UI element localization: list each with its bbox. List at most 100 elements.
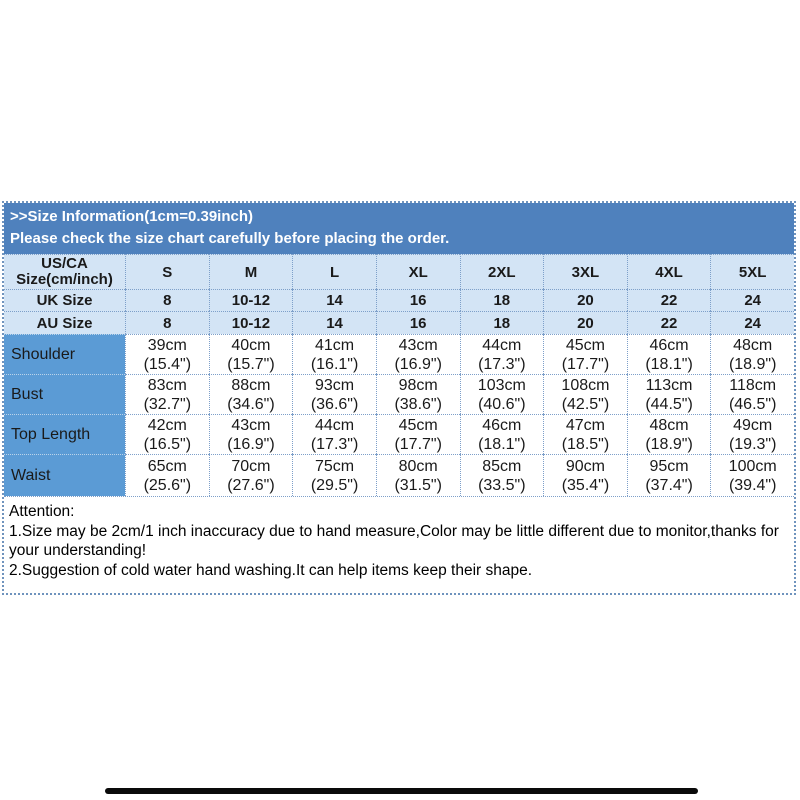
- top-length-value-s: 42cm (16.5"): [125, 414, 209, 454]
- top-length-value-4xl-text: (18.9"): [645, 435, 693, 453]
- bust-value-s-text: (32.7"): [143, 395, 192, 413]
- top-length-value-3xl: 47cm (18.5"): [543, 414, 627, 454]
- waist-value-4xl-text: 95cm: [649, 457, 689, 475]
- shoulder-value-4xl-text: 46cm: [649, 336, 689, 354]
- uk-size-value-m: 10-12: [208, 289, 293, 311]
- top-length-value-m-text: 43cm: [231, 416, 271, 434]
- shoulder-value-m-text: (15.7"): [227, 355, 275, 373]
- top-length-value-m: 43cm (16.9"): [208, 414, 293, 454]
- waist-value-s: 65cm (25.6"): [125, 454, 209, 496]
- attention-note-2: 2.Suggestion of cold water hand washing.…: [9, 561, 533, 579]
- au-size-value-5xl-text: 24: [744, 314, 762, 332]
- au-size-value-5xl: 24: [710, 311, 794, 334]
- au-size-value-l: 14: [292, 311, 376, 334]
- top-length-value-2xl-text: 46cm: [482, 416, 522, 434]
- bust-value-4xl-text: (44.5"): [645, 395, 693, 413]
- waist-value-3xl-text: 90cm: [565, 457, 605, 475]
- waist-value-l-text: (29.5"): [310, 476, 359, 494]
- uk-size-value-2xl-text: 18: [493, 292, 511, 309]
- bust-value-3xl-text: 108cm: [561, 376, 610, 394]
- bust-value-3xl-text: (42.5"): [561, 395, 610, 413]
- au-size-value-3xl-text: 20: [577, 314, 594, 332]
- size-info-title-bar: >>Size Information(1cm=0.39inch) Please …: [4, 203, 794, 254]
- waist-value-3xl-text: (35.4"): [561, 476, 610, 494]
- bust-value-2xl-text: 103cm: [477, 376, 526, 394]
- waist-value-4xl: 95cm (37.4"): [626, 454, 711, 496]
- shoulder-value-3xl-text: (17.7"): [561, 355, 610, 373]
- shoulder-value-s: 39cm (15.4"): [125, 334, 209, 374]
- shoulder-value-xl-text: (16.9"): [394, 355, 442, 373]
- au-size-value-m: 10-12: [208, 311, 293, 334]
- top-length-value-xl-text: 45cm: [398, 416, 438, 434]
- column-header-l: L: [292, 254, 376, 289]
- uk-size-value-5xl-text: 24: [744, 292, 762, 309]
- au-size-value-xl: 16: [375, 311, 460, 334]
- shoulder-value-3xl-text: 45cm: [565, 336, 605, 354]
- bust-value-s-text: 83cm: [147, 376, 187, 394]
- bust-value-3xl: 108cm (42.5"): [543, 374, 627, 414]
- column-header-xl: XL: [375, 254, 460, 289]
- shoulder-value-5xl-text: (18.9"): [728, 355, 777, 373]
- shoulder-value-xl: 43cm (16.9"): [375, 334, 460, 374]
- column-header-5xl: 5XL: [710, 254, 794, 289]
- waist-value-2xl: 85cm (33.5"): [459, 454, 544, 496]
- uk-size-value-3xl: 20: [543, 289, 627, 311]
- bust-value-l-text: 93cm: [315, 376, 355, 394]
- top-length-value-m-text: (16.9"): [227, 435, 275, 453]
- uk-size-value-5xl: 24: [710, 289, 794, 311]
- bust-value-xl-text: 98cm: [398, 376, 438, 394]
- shoulder-value-5xl-text: 48cm: [733, 336, 773, 354]
- uk-size-value-m-text: 10-12: [231, 292, 271, 309]
- bust-value-xl-text: (38.6"): [394, 395, 442, 413]
- uk-size-row-label-text: UK Size: [36, 292, 93, 309]
- waist-value-4xl-text: (37.4"): [645, 476, 693, 494]
- bust-value-4xl: 113cm (44.5"): [626, 374, 711, 414]
- au-size-value-m-text: 10-12: [231, 314, 271, 332]
- measurement-label-waist-text: Waist: [11, 467, 51, 484]
- uk-size-value-l-text: 14: [326, 292, 343, 309]
- size-chart-panel: >>Size Information(1cm=0.39inch) Please …: [2, 201, 796, 595]
- bust-value-2xl-text: (40.6"): [478, 395, 526, 413]
- column-header-l-text: L: [329, 263, 340, 281]
- waist-value-l: 75cm (29.5"): [292, 454, 376, 496]
- waist-value-xl-text: (31.5"): [394, 476, 442, 494]
- column-header-5xl-text: 5XL: [738, 263, 767, 281]
- shoulder-value-2xl-text: 44cm: [482, 336, 522, 354]
- bust-value-m-text: (34.6"): [227, 395, 275, 413]
- attention-heading: Attention:: [9, 503, 75, 520]
- shoulder-value-xl-text: 43cm: [398, 336, 438, 354]
- shoulder-value-s-text: 39cm: [147, 336, 187, 354]
- attention-note-1: 1.Size may be 2cm/1 inch inaccuracy due …: [9, 522, 779, 560]
- waist-value-3xl: 90cm (35.4"): [543, 454, 627, 496]
- uk-size-value-xl: 16: [375, 289, 460, 311]
- column-header-xl-text: XL: [408, 263, 428, 281]
- table-corner-header-text: US/CA: [41, 255, 88, 272]
- shoulder-value-2xl: 44cm (17.3"): [459, 334, 544, 374]
- au-size-value-l-text: 14: [326, 314, 343, 332]
- bottom-bar: [105, 788, 698, 794]
- shoulder-value-4xl-text: (18.1"): [645, 355, 693, 373]
- column-header-3xl-text: 3XL: [571, 263, 600, 281]
- waist-value-5xl-text: (39.4"): [728, 476, 777, 494]
- top-length-value-5xl-text: (19.3"): [728, 435, 777, 453]
- au-size-row-label-text: AU Size: [36, 314, 93, 332]
- top-length-value-2xl: 46cm (18.1"): [459, 414, 544, 454]
- waist-value-2xl-text: (33.5"): [478, 476, 526, 494]
- shoulder-value-4xl: 46cm (18.1"): [626, 334, 711, 374]
- uk-size-value-s-text: 8: [163, 292, 172, 309]
- shoulder-value-l-text: 41cm: [315, 336, 355, 354]
- top-length-value-xl: 45cm (17.7"): [375, 414, 460, 454]
- table-corner-header-text: Size(cm/inch): [16, 271, 113, 288]
- waist-value-2xl-text: 85cm: [482, 457, 522, 475]
- column-header-2xl-text: 2XL: [488, 263, 516, 281]
- au-size-value-2xl-text: 18: [493, 314, 511, 332]
- waist-value-m-text: (27.6"): [227, 476, 275, 494]
- shoulder-value-m: 40cm (15.7"): [208, 334, 293, 374]
- bust-value-5xl-text: (46.5"): [728, 395, 777, 413]
- bust-value-l-text: (36.6"): [310, 395, 359, 413]
- bust-value-5xl: 118cm (46.5"): [710, 374, 794, 414]
- uk-size-value-l: 14: [292, 289, 376, 311]
- top-length-value-3xl-text: 47cm: [565, 416, 605, 434]
- waist-value-s-text: (25.6"): [143, 476, 192, 494]
